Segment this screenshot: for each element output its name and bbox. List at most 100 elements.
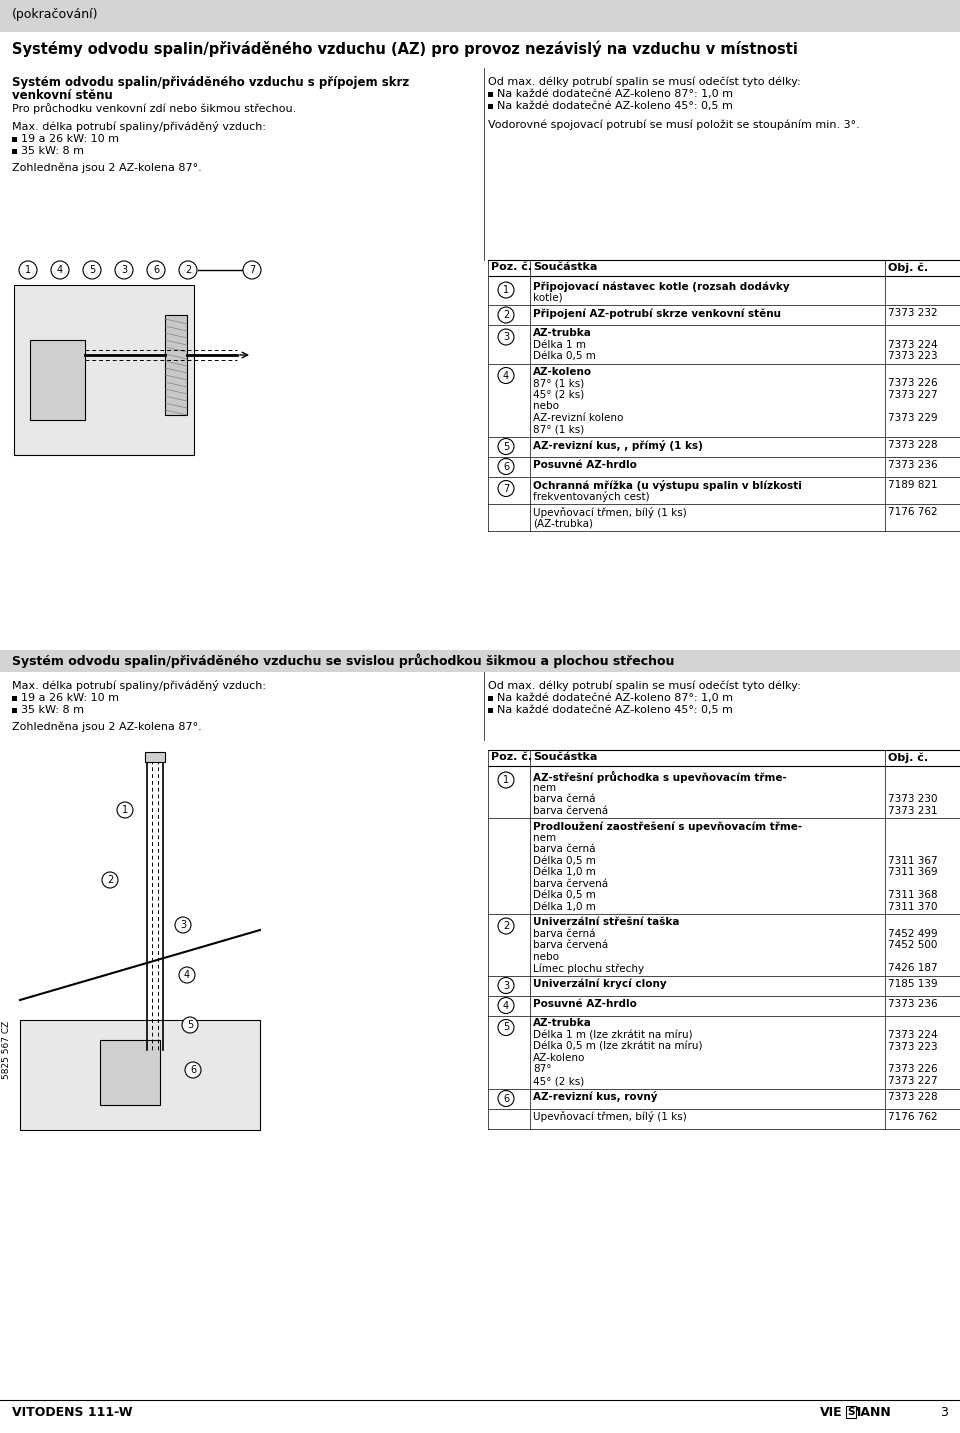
Text: Poz. č.: Poz. č. <box>491 262 532 272</box>
Text: 7373 224: 7373 224 <box>888 1030 938 1040</box>
Text: Límec plochu střechy: Límec plochu střechy <box>533 963 644 973</box>
Text: 7373 232: 7373 232 <box>888 308 938 318</box>
Text: 6: 6 <box>153 265 159 275</box>
Text: 7373 223: 7373 223 <box>888 351 938 361</box>
Text: 87° (1 ks): 87° (1 ks) <box>533 378 585 388</box>
Circle shape <box>498 367 514 384</box>
Text: 5825 567 CZ: 5825 567 CZ <box>3 1020 12 1079</box>
Circle shape <box>243 261 261 279</box>
Text: barva červená: barva červená <box>533 805 608 815</box>
Text: Systém odvodu spalin/přiváděného vzduchu se svislou průchodkou šikmou a plochou : Systém odvodu spalin/přiváděného vzduchu… <box>12 653 674 668</box>
Text: barva červená: barva červená <box>533 940 608 950</box>
Text: 7: 7 <box>503 483 509 493</box>
Text: 2: 2 <box>107 876 113 886</box>
Bar <box>488 696 493 701</box>
Bar <box>145 752 165 762</box>
Text: Pro průchodku venkovní zdí nebo šikmou střechou.: Pro průchodku venkovní zdí nebo šikmou s… <box>12 103 297 113</box>
Text: 7373 227: 7373 227 <box>888 1076 938 1086</box>
Text: 7311 370: 7311 370 <box>888 901 938 911</box>
Text: barva červená: barva červená <box>533 878 608 888</box>
Text: 19 a 26 kW: 10 m: 19 a 26 kW: 10 m <box>21 694 119 704</box>
Bar <box>0 651 960 672</box>
Text: 5: 5 <box>503 1023 509 1033</box>
Text: kotle): kotle) <box>533 292 563 302</box>
Text: 87°: 87° <box>533 1065 551 1075</box>
Bar <box>12 138 17 142</box>
Text: Délka 0,5 m: Délka 0,5 m <box>533 890 596 900</box>
Text: Délka 1 m: Délka 1 m <box>533 340 586 350</box>
Text: nem: nem <box>533 782 556 792</box>
Text: VITODENS 111-W: VITODENS 111-W <box>12 1406 132 1419</box>
Text: Od max. délky potrubí spalin se musí odečíst tyto délky:: Od max. délky potrubí spalin se musí ode… <box>488 76 801 86</box>
Circle shape <box>147 261 165 279</box>
Text: 7373 236: 7373 236 <box>888 999 938 1009</box>
Text: Max. délka potrubí spaliny/přiváděný vzduch:: Max. délka potrubí spaliny/přiváděný vzd… <box>12 120 266 132</box>
Circle shape <box>498 459 514 474</box>
Text: Délka 0,5 m: Délka 0,5 m <box>533 351 596 361</box>
Circle shape <box>498 772 514 788</box>
Circle shape <box>179 261 197 279</box>
Text: 7373 230: 7373 230 <box>888 794 938 804</box>
Text: Na každé dodatečné AZ-koleno 45°: 0,5 m: Na každé dodatečné AZ-koleno 45°: 0,5 m <box>497 100 732 110</box>
Text: 3: 3 <box>940 1406 948 1419</box>
Circle shape <box>498 307 514 322</box>
Text: Připojovací nástavec kotle (rozsah dodávky: Připojovací nástavec kotle (rozsah dodáv… <box>533 281 790 291</box>
Text: Zohledněna jsou 2 AZ-kolena 87°.: Zohledněna jsou 2 AZ-kolena 87°. <box>12 162 202 172</box>
Circle shape <box>117 802 133 818</box>
Bar <box>14 285 194 456</box>
Text: 7176 762: 7176 762 <box>888 506 938 516</box>
Text: Délka 0,5 m: Délka 0,5 m <box>533 856 596 866</box>
Text: 7311 369: 7311 369 <box>888 867 938 877</box>
Text: Od max. délky potrubí spalin se musí odečíst tyto délky:: Od max. délky potrubí spalin se musí ode… <box>488 681 801 691</box>
Text: Posuvné AZ-hrdlo: Posuvné AZ-hrdlo <box>533 460 636 470</box>
Text: 7373 227: 7373 227 <box>888 390 938 400</box>
Circle shape <box>498 977 514 993</box>
Bar <box>12 149 17 153</box>
Text: 87° (1 ks): 87° (1 ks) <box>533 424 585 434</box>
Bar <box>488 708 493 714</box>
Circle shape <box>498 480 514 496</box>
Text: Zohledněna jsou 2 AZ-kolena 87°.: Zohledněna jsou 2 AZ-kolena 87°. <box>12 721 202 731</box>
Text: 2: 2 <box>185 265 191 275</box>
Text: Součástka: Součástka <box>533 752 597 762</box>
Text: 45° (2 ks): 45° (2 ks) <box>533 390 585 400</box>
Circle shape <box>83 261 101 279</box>
Circle shape <box>498 1091 514 1106</box>
Text: Prodloužení zaostřešení s upevňovacím třme-: Prodloužení zaostřešení s upevňovacím tř… <box>533 821 803 831</box>
Text: 7176 762: 7176 762 <box>888 1112 938 1122</box>
Circle shape <box>115 261 133 279</box>
Text: AZ-koleno: AZ-koleno <box>533 367 592 377</box>
Text: Posuvné AZ-hrdlo: Posuvné AZ-hrdlo <box>533 999 636 1009</box>
Text: nebo: nebo <box>533 952 559 962</box>
Text: 35 kW: 8 m: 35 kW: 8 m <box>21 705 84 715</box>
Text: 7373 236: 7373 236 <box>888 460 938 470</box>
Text: Univerzální krycí clony: Univerzální krycí clony <box>533 979 666 989</box>
Text: Délka 1,0 m: Délka 1,0 m <box>533 867 596 877</box>
Text: 19 a 26 kW: 10 m: 19 a 26 kW: 10 m <box>21 135 119 143</box>
Text: Upevňovací třmen, bílý (1 ks): Upevňovací třmen, bílý (1 ks) <box>533 506 686 517</box>
Text: 7373 228: 7373 228 <box>888 1092 938 1102</box>
Text: 7373 226: 7373 226 <box>888 378 938 388</box>
Bar <box>12 708 17 714</box>
Text: 7189 821: 7189 821 <box>888 480 938 490</box>
Text: VIE: VIE <box>820 1406 843 1419</box>
Text: 1: 1 <box>503 285 509 295</box>
Text: venkovní stěnu: venkovní stěnu <box>12 89 112 102</box>
Text: 7: 7 <box>249 265 255 275</box>
Text: barva černá: barva černá <box>533 794 595 804</box>
Text: Systémy odvodu spalin/přiváděného vzduchu (AZ) pro provoz nezávislý na vzduchu v: Systémy odvodu spalin/přiváděného vzduch… <box>12 40 798 56</box>
Text: Obj. č.: Obj. č. <box>888 752 928 762</box>
Text: AZ-trubka: AZ-trubka <box>533 328 592 338</box>
Text: barva černá: barva černá <box>533 844 595 854</box>
Text: 4: 4 <box>503 1000 509 1010</box>
Text: AZ-střešní průchodka s upevňovacím třme-: AZ-střešní průchodka s upevňovacím třme- <box>533 771 787 782</box>
Circle shape <box>185 1062 201 1078</box>
Text: 4: 4 <box>57 265 63 275</box>
Text: Max. délka potrubí spaliny/přiváděný vzduch:: Max. délka potrubí spaliny/přiváděný vzd… <box>12 681 266 691</box>
Text: 1: 1 <box>122 805 128 815</box>
Circle shape <box>182 1017 198 1033</box>
Text: S: S <box>848 1407 854 1417</box>
Text: 6: 6 <box>190 1065 196 1075</box>
Text: nem: nem <box>533 833 556 843</box>
Bar <box>100 1040 160 1105</box>
